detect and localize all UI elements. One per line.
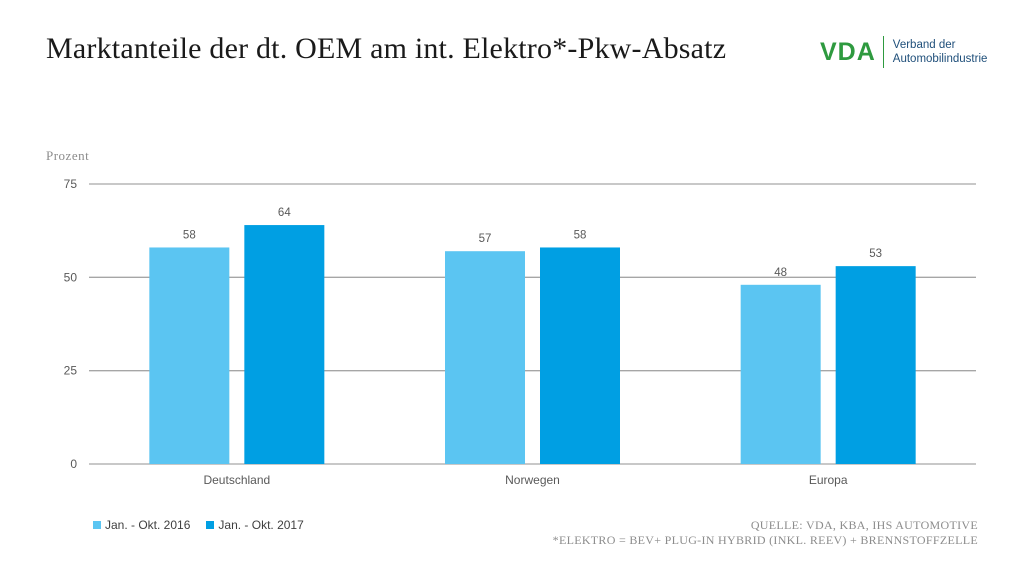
y-tick-label-25: 25 [64, 364, 78, 378]
y-tick-label-75: 75 [64, 177, 78, 191]
chart-legend: Jan. - Okt. 2016 Jan. - Okt. 2017 [93, 518, 320, 532]
data-label-norwegen-series-0: 57 [479, 233, 492, 245]
x-category-label-norwegen: Norwegen [505, 473, 560, 487]
legend-label-2017: Jan. - Okt. 2017 [218, 518, 304, 532]
data-label-europa-series-0: 48 [774, 267, 787, 279]
vda-logo: VDA Verband der Automobilindustrie [820, 34, 987, 70]
data-label-deutschland-series-0: 58 [183, 229, 196, 241]
legend-swatch-2017 [206, 521, 215, 529]
logo-text-line2: Automobilindustrie [892, 53, 988, 65]
logo-text-line1: Verband der [892, 39, 956, 51]
y-tick-label-0: 0 [70, 457, 77, 471]
legend-label-2016: Jan. - Okt. 2016 [105, 518, 191, 532]
logo-text: Verband der Automobilindustrie [893, 38, 988, 66]
bar-europa-series-0 [740, 284, 821, 464]
legend-item-2017: Jan. - Okt. 2017 [206, 518, 304, 532]
page-title: Marktanteile der dt. OEM am int. Elektro… [46, 32, 727, 65]
x-category-label-europa: Europa [809, 473, 848, 487]
x-category-label-deutschland: Deutschland [203, 473, 270, 487]
bar-deutschland-series-1 [244, 225, 325, 464]
y-tick-label-50: 50 [64, 270, 78, 284]
legend-item-2016: Jan. - Okt. 2016 [93, 518, 190, 532]
legend-swatch-2016 [93, 521, 101, 529]
footnote: *Elektro = BEV+ Plug-In Hybrid (inkl. RE… [552, 533, 978, 547]
chart-notes: Quelle: VDA, KBA, IHS Automotive *Elektr… [553, 518, 978, 548]
logo-mark: VDA [820, 37, 876, 66]
bar-chart: 0 25 50 75 58 64 Deutschland 57 58 Norwegen 48 53 Eu… [64, 177, 976, 487]
y-axis-unit-label: Prozent [46, 148, 90, 163]
bar-norwegen-series-1 [540, 247, 620, 464]
bar-norwegen-series-0 [445, 251, 525, 464]
data-label-europa-series-1: 53 [869, 248, 882, 260]
data-label-deutschland-series-1: 64 [278, 207, 291, 219]
bar-europa-series-1 [835, 266, 916, 464]
data-label-norwegen-series-1: 58 [574, 229, 587, 241]
source-note: Quelle: VDA, KBA, IHS Automotive [750, 518, 978, 532]
logo-divider [882, 36, 884, 68]
bar-deutschland-series-0 [149, 247, 230, 464]
